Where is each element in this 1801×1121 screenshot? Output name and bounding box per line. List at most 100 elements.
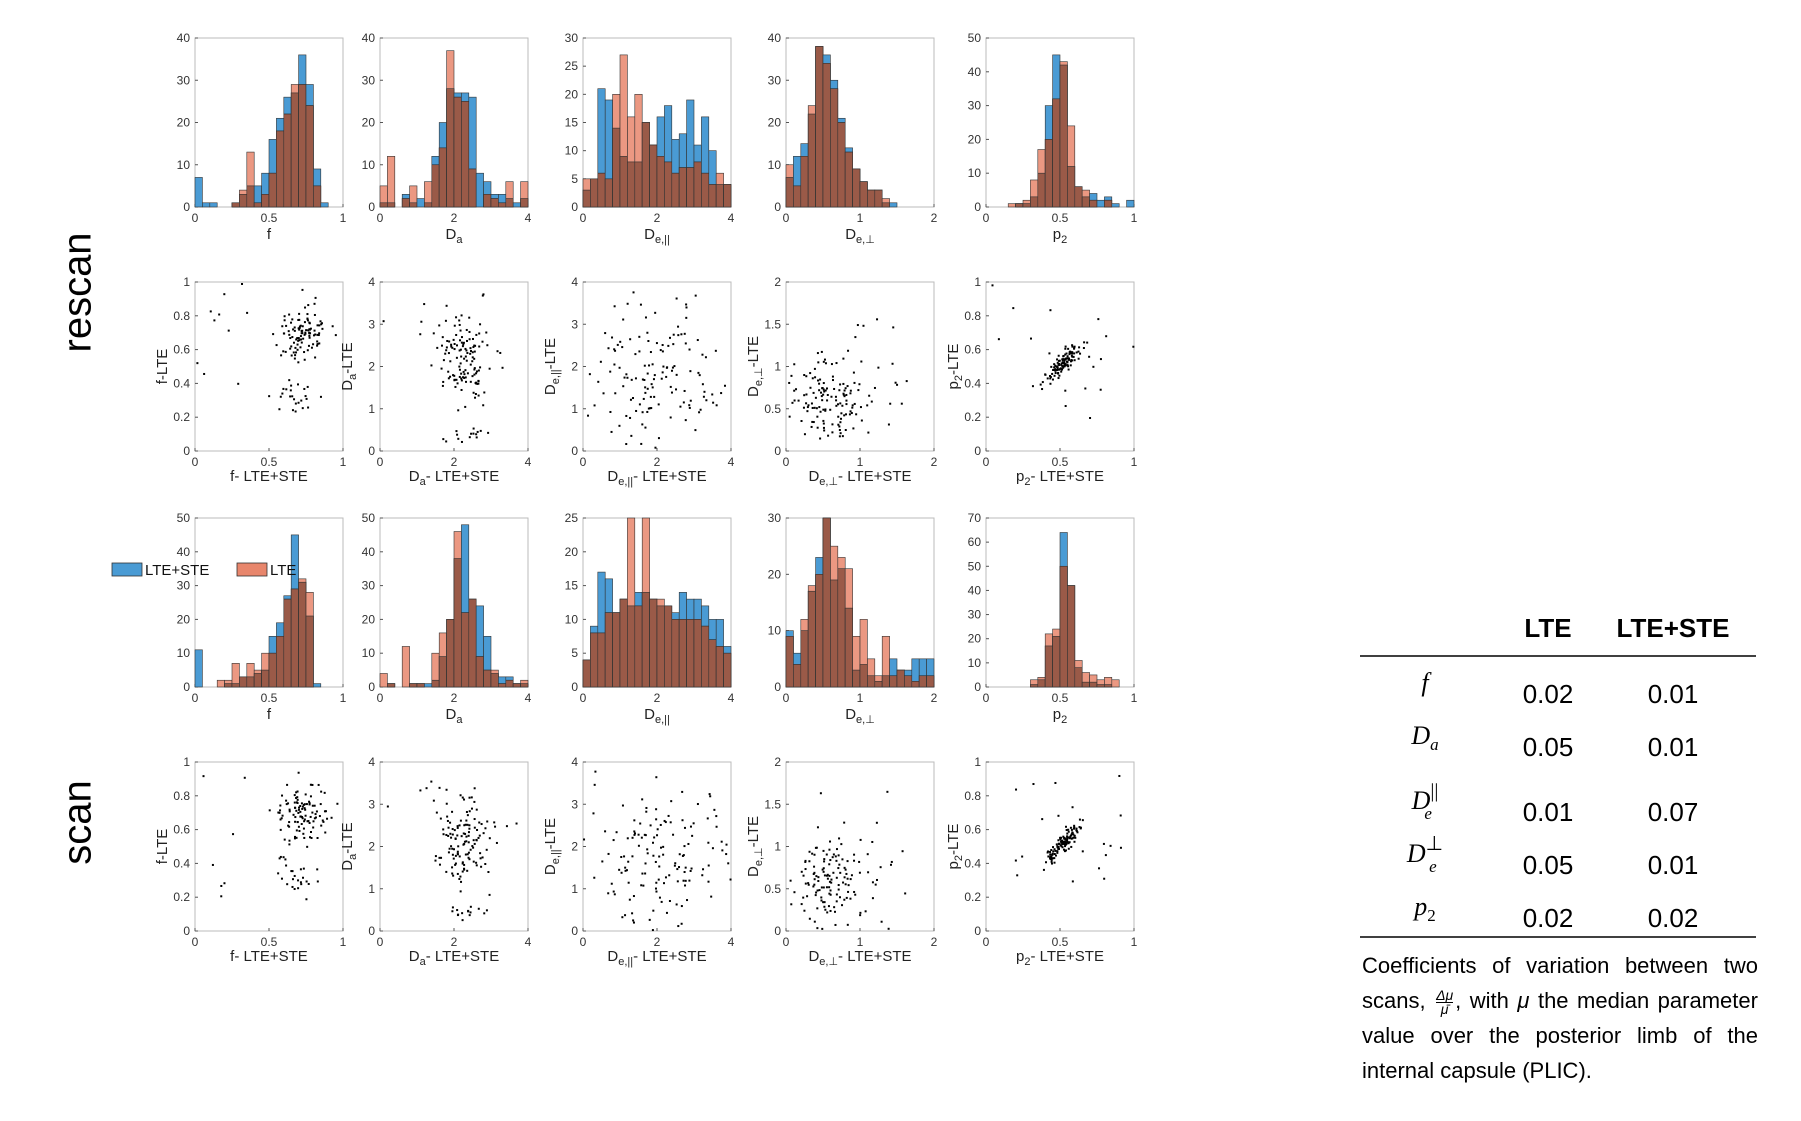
- scatter-point: [291, 395, 294, 398]
- scatter-point: [845, 403, 848, 406]
- scatter-point: [607, 852, 610, 855]
- y-tick-label: 4: [368, 275, 375, 289]
- scatter-point: [808, 917, 811, 920]
- scatter-point: [202, 775, 205, 778]
- scatter-point: [289, 395, 292, 398]
- scatter-point: [287, 330, 290, 333]
- y-tick-label: 2: [368, 360, 375, 374]
- y-tick-label: 0.4: [964, 856, 981, 870]
- bar-overlap: [785, 635, 794, 688]
- scatter-point: [831, 375, 834, 378]
- scatter-point: [654, 860, 657, 863]
- bar-overlap: [830, 579, 839, 688]
- scatter-point: [290, 384, 293, 387]
- y-tick-label: 1: [774, 840, 781, 854]
- scatter-point: [495, 841, 498, 844]
- scatter-point: [456, 825, 459, 828]
- scatter-point: [475, 861, 478, 864]
- scatter-point: [295, 338, 298, 341]
- scatter-point: [469, 363, 472, 366]
- scatter-point: [455, 378, 458, 381]
- scatter-point: [306, 845, 309, 848]
- scatter-point: [651, 363, 654, 366]
- scatter-point: [845, 393, 848, 396]
- scatter-point: [218, 313, 221, 316]
- scatter-point: [790, 374, 793, 377]
- scatter-point: [853, 890, 856, 893]
- scatter-point: [451, 910, 454, 913]
- y-tick-label: 1: [183, 275, 190, 289]
- scatter-point: [493, 821, 496, 824]
- bar-overlap: [1104, 199, 1113, 208]
- scatter-point: [836, 403, 839, 406]
- scatter-point: [698, 374, 701, 377]
- scatter-point: [241, 282, 244, 285]
- scatter-point: [454, 385, 457, 388]
- scatter-point: [816, 426, 819, 429]
- scatter-point: [868, 394, 871, 397]
- scatter-point: [316, 344, 319, 347]
- scatter-point: [440, 344, 443, 347]
- y-tick-label: 0: [368, 924, 375, 938]
- scatter-point: [1041, 388, 1044, 391]
- scatter-point: [445, 346, 448, 349]
- scatter-point: [709, 795, 712, 798]
- scatter-point: [463, 376, 466, 379]
- scatter-point: [822, 886, 825, 889]
- y-tick-label: 10: [177, 158, 191, 172]
- scatter-point: [452, 874, 455, 877]
- scatter-point: [463, 840, 466, 843]
- scatter-point: [1049, 382, 1052, 385]
- scatter-point: [301, 325, 304, 328]
- caption-part2: , with: [1455, 988, 1509, 1013]
- y-tick-label: 20: [177, 116, 191, 130]
- scatter-point: [296, 348, 299, 351]
- table-param: D⊥ e: [1406, 833, 1443, 876]
- scatter-point: [659, 349, 662, 352]
- table-param: f: [1421, 668, 1432, 697]
- scatter-point: [1061, 839, 1064, 842]
- x-tick-label: 1: [1131, 455, 1138, 469]
- row-label-rescan: rescan: [55, 232, 100, 353]
- bar-overlap: [1059, 565, 1068, 688]
- y-tick-label: 0: [183, 680, 190, 694]
- bar-overlap: [483, 194, 492, 208]
- scatter-point: [892, 326, 895, 329]
- bar-lte-ste: [313, 683, 322, 688]
- scatter-point: [326, 817, 329, 820]
- scatter-point: [620, 871, 623, 874]
- scatter-point: [839, 402, 842, 405]
- scatter-point: [804, 860, 807, 863]
- scatter-point: [808, 850, 811, 853]
- scatter-point: [891, 362, 894, 365]
- scatter-point: [300, 802, 303, 805]
- scatter-point: [307, 882, 310, 885]
- scatter-point: [663, 819, 666, 822]
- scatter-point: [830, 363, 833, 366]
- scatter-point: [1109, 844, 1112, 847]
- scatter-point: [289, 337, 292, 340]
- scatter-point: [1071, 880, 1074, 883]
- scatter-point: [870, 400, 873, 403]
- scatter-point: [599, 360, 602, 363]
- scatter-point: [464, 405, 467, 408]
- scatter-point: [809, 372, 812, 375]
- scatter-point: [822, 382, 825, 385]
- scatter-point: [1059, 836, 1062, 839]
- scatter-point: [220, 895, 223, 898]
- scatter-point: [1051, 857, 1054, 860]
- scatter-point: [283, 838, 286, 841]
- y-tick-label: 0: [368, 680, 375, 694]
- scatter-point: [675, 388, 678, 391]
- bar-overlap: [1037, 172, 1046, 208]
- scatter-point: [805, 375, 808, 378]
- scatter-point: [223, 293, 226, 296]
- scatter-point: [665, 911, 668, 914]
- y-tick-label: 0: [368, 200, 375, 214]
- scatter-point: [302, 876, 305, 879]
- bar-overlap: [1096, 684, 1105, 688]
- scatter-point: [1063, 840, 1066, 843]
- scatter-point: [445, 349, 448, 352]
- x-axis-label: f- LTE+STE: [230, 468, 308, 485]
- scatter-point: [1105, 335, 1108, 338]
